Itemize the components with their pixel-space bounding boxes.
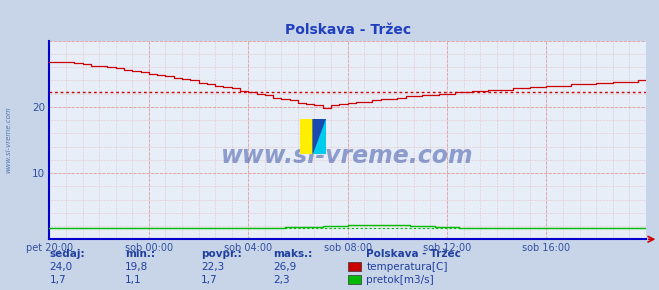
Title: Polskava - Tržec: Polskava - Tržec [285, 23, 411, 37]
Text: 2,3: 2,3 [273, 275, 290, 285]
Text: povpr.:: povpr.: [201, 249, 242, 259]
Text: maks.:: maks.: [273, 249, 313, 259]
Text: www.si-vreme.com: www.si-vreme.com [221, 144, 474, 168]
Text: 22,3: 22,3 [201, 262, 224, 272]
Text: 1,7: 1,7 [201, 275, 217, 285]
Text: 26,9: 26,9 [273, 262, 297, 272]
Text: 1,1: 1,1 [125, 275, 142, 285]
Polygon shape [313, 119, 326, 154]
Text: sedaj:: sedaj: [49, 249, 85, 259]
Polygon shape [313, 119, 326, 154]
Text: 1,7: 1,7 [49, 275, 66, 285]
Text: min.:: min.: [125, 249, 156, 259]
Text: www.si-vreme.com: www.si-vreme.com [5, 106, 12, 173]
Text: Polskava - Tržec: Polskava - Tržec [366, 249, 461, 259]
Text: 19,8: 19,8 [125, 262, 148, 272]
Text: 24,0: 24,0 [49, 262, 72, 272]
Text: temperatura[C]: temperatura[C] [366, 262, 448, 272]
Text: pretok[m3/s]: pretok[m3/s] [366, 275, 434, 285]
Polygon shape [300, 119, 313, 154]
Polygon shape [300, 119, 313, 154]
